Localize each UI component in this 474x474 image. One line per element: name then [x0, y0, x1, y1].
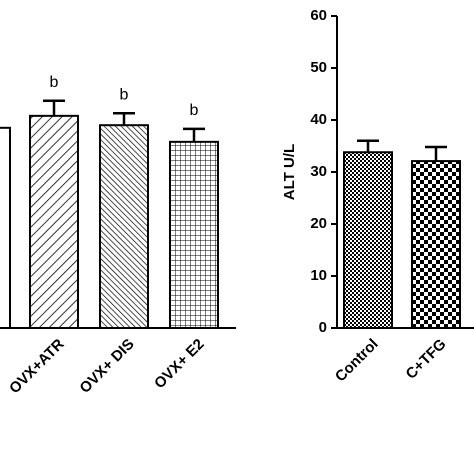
bar — [169, 140, 219, 329]
y-tick-label: 30 — [310, 163, 327, 180]
x-tick-label: OVX+ATR — [6, 335, 68, 397]
annotation: b — [50, 74, 59, 91]
y-tick-label: 60 — [310, 7, 327, 24]
x-tick-label: OVX+ DIS — [76, 336, 137, 397]
bar — [411, 160, 461, 329]
y-tick-label: 0 — [319, 319, 327, 336]
bar — [343, 151, 393, 329]
x-tick-label: Control — [332, 336, 382, 386]
y-tick-label: 20 — [310, 215, 327, 232]
annotation: b — [120, 86, 129, 103]
y-tick-label: 50 — [310, 59, 327, 76]
x-tick-label: OVX+ E2 — [151, 336, 208, 393]
y-tick-label: 10 — [310, 267, 327, 284]
y-axis-title: ALT U/L — [281, 144, 298, 200]
x-tick-label: C+TFG — [403, 336, 450, 383]
bar — [99, 124, 149, 329]
y-tick-label: 40 — [310, 111, 327, 128]
bar — [29, 114, 79, 329]
bar — [0, 126, 11, 329]
annotation: b — [190, 102, 199, 119]
